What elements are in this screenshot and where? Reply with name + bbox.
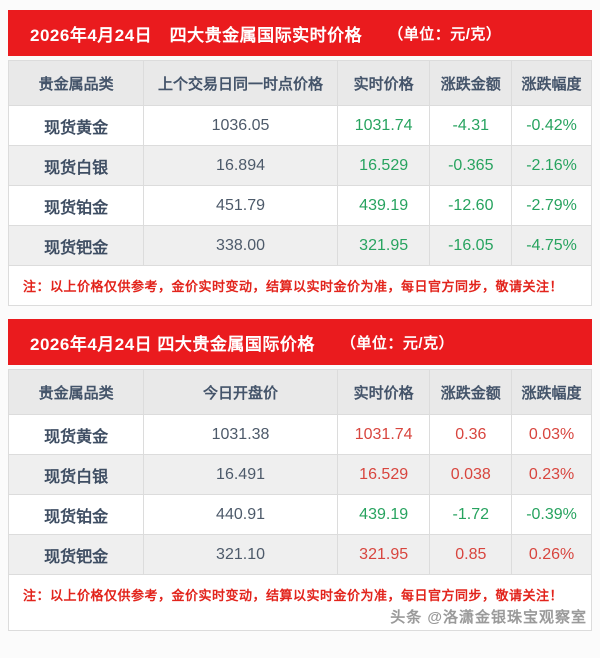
table2-unit-label: （单位：元/克） bbox=[340, 334, 455, 352]
table1-title-bar: 2026年4月24日 四大贵金属国际实时价格 （单位：元/克） bbox=[8, 10, 592, 56]
table1-note-row: 注：以上价格仅供参考，金价实时变动，结算以实时金价为准，每日官方同步，敬请关注！ bbox=[8, 265, 592, 306]
table2-title: 2026年4月24日 四大贵金属国际价格 bbox=[30, 334, 315, 354]
change-percent-cell: 0.03% bbox=[511, 414, 592, 455]
daily-price-section: 2026年4月24日 四大贵金属国际价格 （单位：元/克） 贵金属品类 今日开盘… bbox=[7, 319, 592, 631]
current-price-cell: 16.529 bbox=[336, 145, 431, 186]
table2-title-bar: 2026年4月24日 四大贵金属国际价格 （单位：元/克） bbox=[8, 319, 592, 365]
base-price-cell: 1036.05 bbox=[143, 105, 338, 146]
table-row: 现货白银 16.894 16.529 -0.365 -2.16% bbox=[7, 145, 592, 186]
metal-name-cell: 现货黄金 bbox=[7, 414, 145, 455]
change-percent-cell: -0.39% bbox=[511, 494, 592, 535]
change-amount-cell: -16.05 bbox=[429, 225, 513, 266]
col-header-open: 今日开盘价 bbox=[143, 369, 338, 415]
current-price-cell: 1031.74 bbox=[336, 105, 431, 146]
table-row: 现货钯金 338.00 321.95 -16.05 -4.75% bbox=[7, 225, 592, 266]
col-header-metal: 贵金属品类 bbox=[7, 369, 145, 415]
current-price-cell: 1031.74 bbox=[336, 414, 431, 455]
watermark: 头条 @洛潇金银珠宝观察室 bbox=[390, 609, 587, 626]
change-percent-cell: -2.79% bbox=[511, 185, 592, 226]
current-price-cell: 321.95 bbox=[336, 225, 431, 266]
base-price-cell: 16.894 bbox=[143, 145, 338, 186]
table-row: 现货黄金 1031.38 1031.74 0.36 0.03% bbox=[7, 414, 592, 455]
base-price-cell: 16.491 bbox=[143, 454, 338, 495]
change-amount-cell: 0.038 bbox=[429, 454, 513, 495]
col-header-metal: 贵金属品类 bbox=[7, 60, 145, 106]
change-percent-cell: 0.26% bbox=[511, 534, 592, 575]
table1-title: 2026年4月24日 四大贵金属国际实时价格 bbox=[30, 25, 363, 45]
table2-header-row: 贵金属品类 今日开盘价 实时价格 涨跌金额 涨跌幅度 bbox=[7, 369, 592, 415]
table-row: 现货黄金 1036.05 1031.74 -4.31 -0.42% bbox=[7, 105, 592, 146]
daily-price-table: 贵金属品类 今日开盘价 实时价格 涨跌金额 涨跌幅度 现货黄金 1031.38 10… bbox=[7, 369, 592, 631]
disclaimer-note: 注：以上价格仅供参考，金价实时变动，结算以实时金价为准，每日官方同步，敬请关注！ bbox=[23, 278, 564, 294]
metal-name-cell: 现货白银 bbox=[7, 454, 145, 495]
metal-name-cell: 现货钯金 bbox=[7, 225, 145, 266]
col-header-current: 实时价格 bbox=[336, 369, 431, 415]
col-header-percent: 涨跌幅度 bbox=[511, 60, 592, 106]
change-percent-cell: 0.23% bbox=[511, 454, 592, 495]
current-price-cell: 16.529 bbox=[336, 454, 431, 495]
metal-name-cell: 现货铂金 bbox=[7, 494, 145, 535]
table-row: 现货钯金 321.10 321.95 0.85 0.26% bbox=[7, 534, 592, 575]
table-row: 现货铂金 451.79 439.19 -12.60 -2.79% bbox=[7, 185, 592, 226]
metal-name-cell: 现货钯金 bbox=[7, 534, 145, 575]
col-header-percent: 涨跌幅度 bbox=[511, 369, 592, 415]
base-price-cell: 321.10 bbox=[143, 534, 338, 575]
metal-name-cell: 现货白银 bbox=[7, 145, 145, 186]
table1-header-row: 贵金属品类 上个交易日同一时点价格 实时价格 涨跌金额 涨跌幅度 bbox=[7, 60, 592, 106]
metal-name-cell: 现货黄金 bbox=[7, 105, 145, 146]
change-amount-cell: 0.36 bbox=[429, 414, 513, 455]
col-header-change: 涨跌金额 bbox=[429, 369, 513, 415]
table-row: 现货铂金 440.91 439.19 -1.72 -0.39% bbox=[7, 494, 592, 535]
current-price-cell: 439.19 bbox=[336, 494, 431, 535]
realtime-price-table: 贵金属品类 上个交易日同一时点价格 实时价格 涨跌金额 涨跌幅度 现货黄金 103… bbox=[7, 60, 592, 306]
metal-name-cell: 现货铂金 bbox=[7, 185, 145, 226]
col-header-change: 涨跌金额 bbox=[429, 60, 513, 106]
change-amount-cell: -12.60 bbox=[429, 185, 513, 226]
base-price-cell: 440.91 bbox=[143, 494, 338, 535]
change-amount-cell: -1.72 bbox=[429, 494, 513, 535]
base-price-cell: 338.00 bbox=[143, 225, 338, 266]
col-header-current: 实时价格 bbox=[336, 60, 431, 106]
table-row: 现货白银 16.491 16.529 0.038 0.23% bbox=[7, 454, 592, 495]
change-amount-cell: 0.85 bbox=[429, 534, 513, 575]
disclaimer-note: 注：以上价格仅供参考，金价实时变动，结算以实时金价为准，每日官方同步，敬请关注！ bbox=[23, 588, 564, 603]
realtime-price-section: 2026年4月24日 四大贵金属国际实时价格 （单位：元/克） 贵金属品类 上个… bbox=[7, 10, 592, 306]
change-amount-cell: -0.365 bbox=[429, 145, 513, 186]
col-header-base: 上个交易日同一时点价格 bbox=[143, 60, 338, 106]
table2-note-row: 注：以上价格仅供参考，金价实时变动，结算以实时金价为准，每日官方同步，敬请关注！… bbox=[8, 574, 592, 631]
current-price-cell: 439.19 bbox=[336, 185, 431, 226]
base-price-cell: 1031.38 bbox=[143, 414, 338, 455]
base-price-cell: 451.79 bbox=[143, 185, 338, 226]
change-amount-cell: -4.31 bbox=[429, 105, 513, 146]
change-percent-cell: -4.75% bbox=[511, 225, 592, 266]
table1-unit-label: （单位：元/克） bbox=[388, 25, 502, 43]
change-percent-cell: -2.16% bbox=[511, 145, 592, 186]
current-price-cell: 321.95 bbox=[336, 534, 431, 575]
page: 2026年4月24日 四大贵金属国际实时价格 （单位：元/克） 贵金属品类 上个… bbox=[7, 10, 592, 631]
change-percent-cell: -0.42% bbox=[511, 105, 592, 146]
